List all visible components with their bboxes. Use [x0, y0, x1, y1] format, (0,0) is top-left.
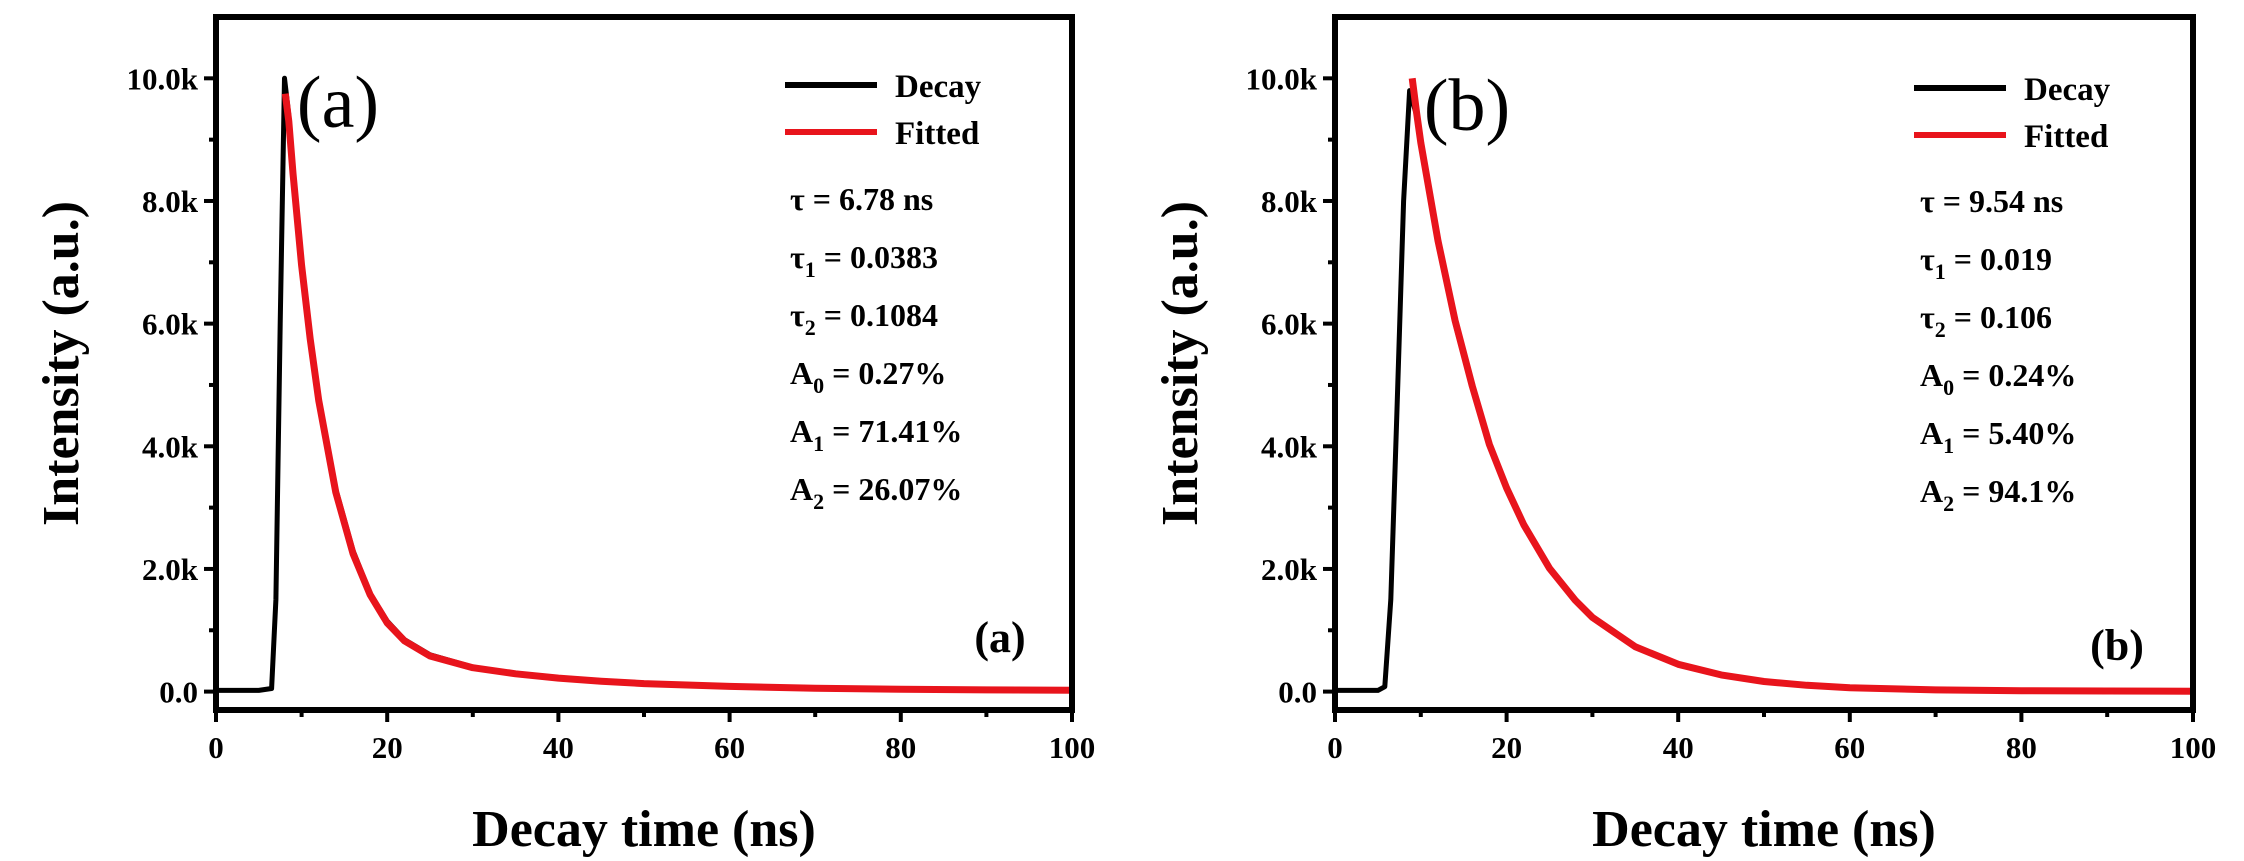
param-subscript: 2 — [1935, 317, 1946, 342]
param-value: = 71.41% — [824, 413, 962, 449]
fit-parameter: τ2 = 0.1084 — [790, 297, 938, 340]
param-symbol: τ — [790, 181, 805, 217]
param-symbol: A — [790, 413, 813, 449]
x-tick-label: 80 — [2006, 730, 2037, 765]
panel-label: (a) — [297, 62, 379, 144]
x-tick-label: 0 — [208, 730, 224, 765]
y-tick-label: 10.0k — [127, 61, 199, 96]
legend-label-decay: Decay — [895, 69, 982, 105]
param-symbol: τ — [1920, 299, 1935, 335]
y-tick-label: 4.0k — [142, 429, 199, 464]
param-symbol: A — [790, 471, 813, 507]
y-tick-label: 4.0k — [1261, 429, 1318, 464]
fit-parameter: A2 = 26.07% — [790, 471, 962, 514]
x-tick-label: 60 — [1834, 730, 1865, 765]
param-value: = 5.40% — [1954, 415, 2076, 451]
param-subscript: 2 — [805, 315, 816, 340]
panel-a: 0 20 40 60 80 1000.02.0k4.0k6.0k8.0k10.0kDeca… — [33, 14, 1096, 858]
param-subscript: 1 — [813, 431, 824, 456]
fit-parameter: A1 = 5.40% — [1920, 415, 2076, 458]
y-tick-label: 8.0k — [1261, 184, 1318, 219]
fit-parameter: A2 = 94.1% — [1920, 473, 2076, 516]
param-subscript: 1 — [1943, 433, 1954, 458]
legend-label-decay: Decay — [2024, 72, 2111, 108]
panel-b: 0 20 40 60 80 1000.02.0k4.0k6.0k8.0k10.0kDeca… — [1152, 14, 2217, 858]
param-subscript: 0 — [1943, 375, 1954, 400]
legend-label-fitted: Fitted — [2024, 119, 2108, 155]
param-subscript: 1 — [805, 257, 816, 282]
x-tick-label: 100 — [1049, 730, 1096, 765]
param-symbol: A — [790, 355, 813, 391]
param-value: = 9.54 ns — [1935, 183, 2063, 219]
y-tick-label: 0.0 — [1278, 675, 1317, 710]
param-value: = 0.019 — [1946, 241, 2052, 277]
panel-label: (b) — [1424, 65, 1510, 147]
fit-parameter: τ = 9.54 ns — [1920, 183, 2063, 219]
param-symbol: τ — [790, 239, 805, 275]
fit-parameter: A0 = 0.24% — [1920, 357, 2076, 400]
x-tick-label: 60 — [714, 730, 745, 765]
y-axis-title: Intensity (a.u.) — [33, 201, 90, 526]
param-symbol: A — [1920, 415, 1943, 451]
fit-parameter: A1 = 71.41% — [790, 413, 962, 456]
x-axis-title: Decay time (ns) — [1592, 801, 1936, 858]
series-fitted-line — [281, 93, 1073, 694]
y-axis-title: Intensity (a.u.) — [1152, 201, 1209, 526]
y-tick-label: 2.0k — [1261, 552, 1318, 587]
x-tick-label: 0 — [1327, 730, 1343, 765]
y-tick-label: 0.0 — [159, 675, 198, 710]
x-axis-title: Decay time (ns) — [472, 801, 816, 858]
y-tick-label: 2.0k — [142, 552, 199, 587]
x-tick-label: 40 — [1663, 730, 1694, 765]
legend-label-fitted: Fitted — [895, 116, 979, 152]
fit-parameter: A0 = 0.27% — [790, 355, 946, 398]
x-tick-label: 80 — [885, 730, 916, 765]
y-tick-label: 6.0k — [1261, 307, 1318, 342]
fit-parameter: τ2 = 0.106 — [1920, 299, 2052, 342]
param-value: = 0.1084 — [816, 297, 938, 333]
fit-parameter: τ1 = 0.019 — [1920, 241, 2052, 284]
param-value: = 26.07% — [824, 471, 962, 507]
x-tick-label: 20 — [372, 730, 403, 765]
x-tick-label: 20 — [1491, 730, 1522, 765]
x-tick-label: 100 — [2170, 730, 2217, 765]
param-value: = 6.78 ns — [805, 181, 933, 217]
fit-parameter: τ1 = 0.0383 — [790, 239, 938, 282]
param-subscript: 0 — [813, 373, 824, 398]
fit-parameter: τ = 6.78 ns — [790, 181, 933, 217]
x-tick-label: 40 — [543, 730, 574, 765]
y-tick-label: 10.0k — [1246, 61, 1318, 96]
param-value: = 0.106 — [1946, 299, 2052, 335]
param-value: = 0.27% — [824, 355, 946, 391]
corner-label: (a) — [974, 613, 1025, 662]
param-symbol: τ — [1920, 241, 1935, 277]
param-subscript: 2 — [1943, 491, 1954, 516]
param-value: = 0.0383 — [816, 239, 938, 275]
y-tick-label: 8.0k — [142, 184, 199, 219]
param-value: = 0.24% — [1954, 357, 2076, 393]
param-symbol: A — [1920, 357, 1943, 393]
param-value: = 94.1% — [1954, 473, 2076, 509]
y-tick-label: 6.0k — [142, 307, 199, 342]
param-subscript: 2 — [813, 489, 824, 514]
param-symbol: τ — [1920, 183, 1935, 219]
param-symbol: A — [1920, 473, 1943, 509]
param-symbol: τ — [790, 297, 805, 333]
series-fitted-line — [1408, 77, 2194, 695]
param-subscript: 1 — [1935, 259, 1946, 284]
corner-label: (b) — [2090, 621, 2144, 670]
